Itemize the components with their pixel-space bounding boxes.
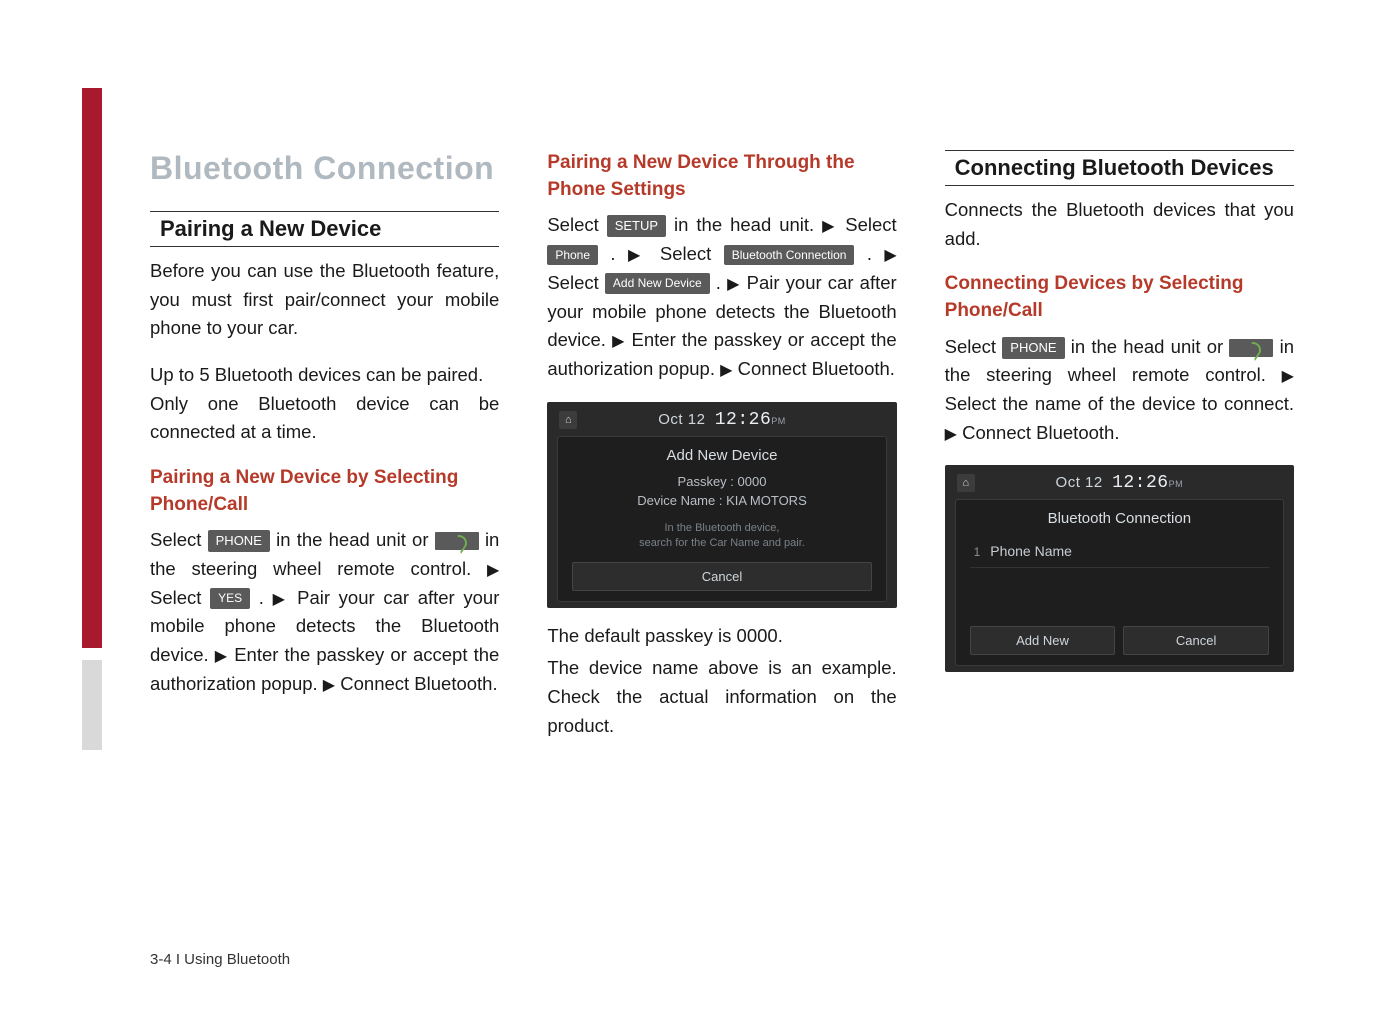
home-icon: ⌂ [559, 411, 577, 429]
step-arrow-icon: ▶ [215, 648, 228, 665]
step-arrow-icon: ▶ [1282, 368, 1294, 385]
step-arrow-icon: ▶ [884, 247, 896, 264]
intro-text-3: Only one Bluetooth device can be connect… [150, 390, 499, 447]
hint-1: In the Bluetooth device, [665, 522, 780, 534]
txt: Select [547, 272, 605, 293]
column-1: Bluetooth Connection Pairing a New Devic… [150, 150, 499, 908]
device-name-line: Device Name : KIA MOTORS [572, 491, 871, 511]
txt: Select [547, 214, 606, 235]
panel-title: Bluetooth Connection [970, 510, 1269, 527]
main-title: Bluetooth Connection [150, 150, 499, 187]
connecting-intro: Connects the Bluetooth devices that you … [945, 196, 1294, 253]
section-pairing-new-device: Pairing a New Device [150, 211, 499, 247]
screenshot-bt-connection: ⌂ Oct 12 12:26PM Bluetooth Connection 1 … [945, 465, 1294, 672]
txt: . [259, 587, 273, 608]
call-icon [1229, 339, 1273, 357]
step-arrow-icon: ▶ [487, 562, 499, 579]
page-content: Bluetooth Connection Pairing a New Devic… [150, 150, 1294, 908]
column-3: Connecting Bluetooth Devices Connects th… [945, 150, 1294, 908]
intro-text-1: Before you can use the Bluetooth feature… [150, 257, 499, 343]
screenshot-panel: Add New Device Passkey : 0000 Device Nam… [557, 436, 886, 602]
call-icon [435, 532, 479, 550]
txt: in the head unit or [1071, 336, 1230, 357]
time-label: 12:26 [715, 410, 772, 430]
txt: Connect Bluetooth. [962, 422, 1119, 443]
add-new-button[interactable]: Add New [970, 626, 1116, 655]
red-subheading-connecting-phone: Connecting Devices by Selecting Phone/Ca… [945, 271, 1294, 324]
step-arrow-icon: ▶ [720, 362, 732, 379]
txt: . [610, 243, 628, 264]
note-passkey: The default passkey is 0000. [547, 622, 896, 651]
cancel-button[interactable]: Cancel [572, 562, 871, 591]
ampm-label: PM [1169, 479, 1184, 489]
txt: Select [150, 587, 210, 608]
note-device-name: The device name above is an example. Che… [547, 654, 896, 740]
txt: . [716, 272, 727, 293]
step-arrow-icon: ▶ [727, 276, 740, 293]
ampm-label: PM [771, 416, 786, 426]
steps-col1: Select PHONE in the head unit or in the … [150, 526, 499, 699]
phone-hardkey-button: PHONE [208, 530, 270, 552]
date-label: Oct 12 [658, 411, 705, 428]
setup-hardkey-button: SETUP [607, 215, 666, 237]
steps-col3: Select PHONE in the head unit or in the … [945, 333, 1294, 448]
page-footer: 3-4 I Using Bluetooth [150, 951, 290, 968]
yes-button: YES [210, 588, 250, 609]
txt: Select the name of the device to connect… [945, 393, 1294, 414]
hint-text: In the Bluetooth device, search for the … [572, 521, 871, 552]
txt: in the head unit or [276, 529, 435, 550]
panel-buttons: Add New Cancel [970, 626, 1269, 655]
red-subheading-pairing-phone: Pairing a New Device by Selecting Phone/… [150, 465, 499, 518]
date-label: Oct 12 [1056, 474, 1103, 491]
intro-text-2: Up to 5 Bluetooth devices can be paired. [150, 361, 499, 390]
screenshot-clock: Oct 12 12:26PM [985, 473, 1254, 493]
passkey-line: Passkey : 0000 [572, 472, 871, 492]
item-number: 1 [974, 545, 981, 559]
phone-hardkey-button: PHONE [1002, 337, 1064, 359]
phone-menu-button: Phone [547, 245, 598, 266]
txt: Select [150, 529, 208, 550]
screenshot-add-new-device: ⌂ Oct 12 12:26PM Add New Device Passkey … [547, 402, 896, 608]
add-new-device-button: Add New Device [605, 273, 710, 294]
red-subheading-phone-settings: Pairing a New Device Through the Phone S… [547, 150, 896, 203]
txt: Connect Bluetooth. [340, 673, 497, 694]
steps-col2: Select SETUP in the head unit. ▶ Select … [547, 211, 896, 384]
step-arrow-icon: ▶ [323, 677, 335, 694]
side-tab-gray [82, 660, 102, 750]
txt: Select [945, 336, 1003, 357]
hint-2: search for the Car Name and pair. [639, 537, 805, 549]
screenshot-panel: Bluetooth Connection 1 Phone Name Add Ne… [955, 499, 1284, 666]
list-item[interactable]: 1 Phone Name [970, 535, 1269, 568]
column-2: Pairing a New Device Through the Phone S… [547, 150, 896, 908]
panel-buttons: Cancel [572, 562, 871, 591]
cancel-button[interactable]: Cancel [1123, 626, 1269, 655]
txt: Select [660, 243, 724, 264]
txt: in the head unit. [674, 214, 822, 235]
side-tab-red [82, 88, 102, 648]
bluetooth-connection-button: Bluetooth Connection [724, 245, 855, 266]
txt: Select [845, 214, 896, 235]
screenshot-clock: Oct 12 12:26PM [587, 410, 856, 430]
txt: . [867, 243, 885, 264]
screenshot-header: ⌂ Oct 12 12:26PM [951, 471, 1288, 499]
step-arrow-icon: ▶ [612, 333, 625, 350]
item-label: Phone Name [990, 543, 1072, 559]
step-arrow-icon: ▶ [628, 247, 648, 264]
time-label: 12:26 [1112, 473, 1169, 493]
step-arrow-icon: ▶ [273, 591, 289, 608]
home-icon: ⌂ [957, 474, 975, 492]
step-arrow-icon: ▶ [822, 218, 837, 235]
screenshot-header: ⌂ Oct 12 12:26PM [553, 408, 890, 436]
txt: Connect Bluetooth. [738, 358, 895, 379]
panel-title: Add New Device [572, 447, 871, 464]
step-arrow-icon: ▶ [945, 426, 957, 443]
section-connecting-bt-devices: Connecting Bluetooth Devices [945, 150, 1294, 186]
